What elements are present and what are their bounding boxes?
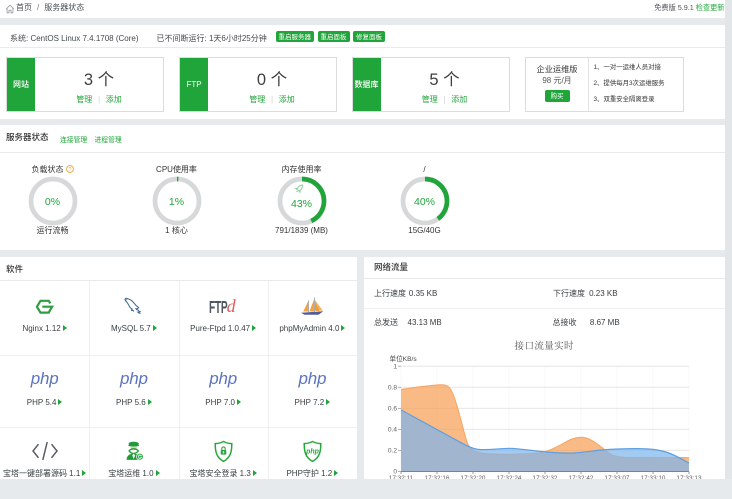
svg-text:17:32:24: 17:32:24	[497, 473, 522, 479]
svg-text:17:33:07: 17:33:07	[605, 473, 630, 479]
svg-text:17:33:10: 17:33:10	[641, 473, 666, 479]
svg-text:1: 1	[393, 360, 397, 370]
svg-text:17:32:20: 17:32:20	[461, 473, 486, 479]
svg-text:0.8: 0.8	[388, 382, 397, 392]
svg-text:0.4: 0.4	[388, 424, 397, 434]
svg-text:php: php	[305, 448, 320, 455]
svg-text:0.6: 0.6	[388, 403, 397, 413]
svg-text:17:32:16: 17:32:16	[425, 473, 450, 479]
svg-text:17:32:42: 17:32:42	[569, 473, 594, 479]
svg-text:0.2: 0.2	[388, 445, 397, 455]
svg-text:0: 0	[393, 466, 397, 476]
svg-text:17:33:13: 17:33:13	[677, 473, 702, 479]
svg-text:?: ?	[68, 165, 71, 173]
svg-text:17:32:11: 17:32:11	[389, 473, 414, 479]
svg-text:17:32:32: 17:32:32	[533, 473, 558, 479]
